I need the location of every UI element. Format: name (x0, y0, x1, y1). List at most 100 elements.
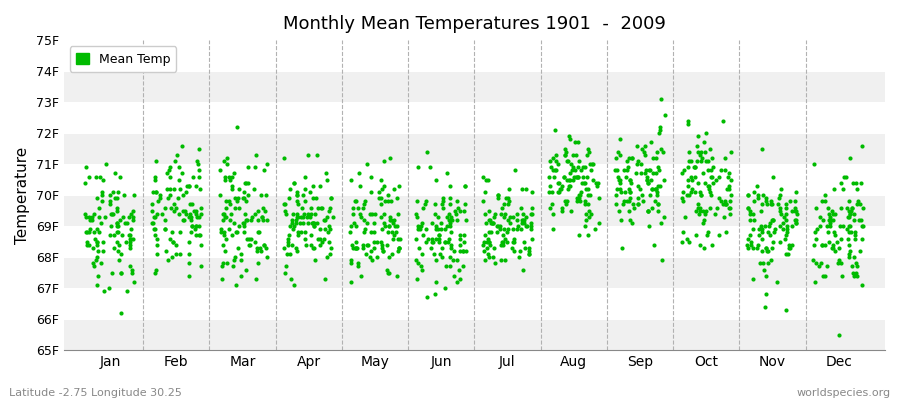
Point (637, 142, 652, 149)
Point (694, 158, 708, 164)
Point (809, 235, 824, 242)
Point (289, 217, 303, 223)
Point (755, 235, 770, 242)
Point (756, 260, 770, 266)
Point (166, 208, 181, 214)
Point (854, 180, 868, 186)
Point (149, 210, 164, 217)
Point (747, 198, 761, 204)
Point (442, 235, 456, 242)
Point (476, 248, 491, 254)
Point (814, 198, 829, 204)
Point (847, 217, 861, 223)
Point (766, 217, 780, 223)
Point (185, 201, 200, 208)
Point (562, 183, 576, 189)
Point (706, 164, 721, 170)
Point (92, 214, 106, 220)
Point (743, 242, 758, 248)
Point (497, 226, 511, 232)
Point (563, 170, 578, 177)
Point (486, 220, 500, 226)
Point (391, 235, 405, 242)
Point (326, 214, 340, 220)
Point (571, 173, 585, 180)
Point (684, 189, 698, 195)
Point (148, 158, 163, 164)
Point (827, 210, 842, 217)
Point (363, 254, 377, 260)
Point (698, 180, 712, 186)
Point (295, 192, 310, 198)
Point (87, 210, 102, 217)
Point (613, 186, 627, 192)
Point (346, 204, 360, 211)
Point (790, 210, 805, 217)
Point (645, 204, 660, 211)
Point (450, 257, 464, 264)
Point (491, 223, 505, 229)
Point (653, 127, 668, 133)
Point (94, 189, 109, 195)
Point (392, 235, 407, 242)
Point (630, 161, 644, 167)
Point (764, 245, 778, 251)
Point (779, 232, 794, 239)
Point (562, 176, 577, 183)
Point (176, 192, 190, 198)
Point (821, 229, 835, 236)
Point (517, 238, 531, 245)
Point (478, 232, 492, 239)
Point (826, 242, 841, 248)
Point (494, 257, 508, 264)
Point (676, 189, 690, 195)
Point (176, 208, 190, 214)
Point (90, 238, 104, 245)
Point (443, 183, 457, 189)
Point (318, 226, 332, 232)
Point (93, 173, 107, 180)
Point (755, 201, 770, 208)
Point (553, 186, 567, 192)
Point (78, 229, 93, 236)
Point (392, 183, 406, 189)
Point (160, 186, 175, 192)
Point (718, 229, 733, 236)
Point (633, 186, 647, 192)
Point (107, 232, 122, 239)
Point (698, 139, 712, 146)
Point (500, 226, 515, 232)
Point (322, 251, 337, 257)
Point (757, 266, 771, 273)
Point (675, 198, 689, 204)
Point (317, 235, 331, 242)
Point (691, 148, 706, 155)
Point (694, 148, 708, 155)
Point (651, 183, 665, 189)
Point (722, 186, 736, 192)
Point (182, 251, 196, 257)
Point (522, 251, 536, 257)
Point (554, 186, 568, 192)
Point (351, 260, 365, 266)
Point (153, 195, 167, 202)
Point (285, 210, 300, 217)
Point (653, 96, 668, 102)
Point (586, 176, 600, 183)
Point (613, 152, 627, 158)
Point (225, 173, 239, 180)
Point (290, 214, 304, 220)
Point (216, 210, 230, 217)
Point (116, 214, 130, 220)
Point (693, 208, 707, 214)
Point (449, 210, 464, 217)
Point (279, 210, 293, 217)
Point (438, 238, 453, 245)
Point (244, 235, 258, 242)
Point (752, 232, 766, 239)
Point (96, 176, 111, 183)
Point (741, 204, 755, 211)
Point (289, 220, 303, 226)
Point (843, 248, 858, 254)
Point (611, 173, 625, 180)
